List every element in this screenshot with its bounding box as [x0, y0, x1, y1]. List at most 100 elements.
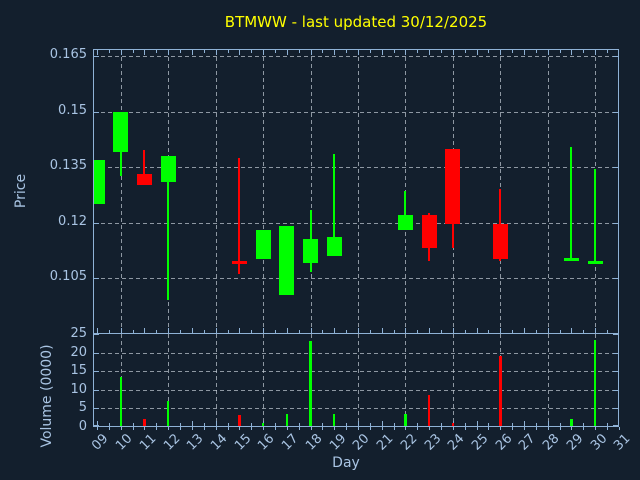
x-tick-mark: [440, 330, 442, 333]
x-tick-mark: [144, 427, 146, 430]
x-tick-mark: [286, 328, 288, 333]
x-tick-mark: [464, 330, 466, 333]
day-gridline: [215, 50, 217, 333]
volume-bar-day-29: [570, 419, 573, 426]
x-tick-mark: [393, 330, 395, 333]
volume-tick-mark: [94, 389, 99, 391]
volume-bar-day-17: [285, 413, 288, 426]
x-tick-mark: [322, 50, 324, 53]
volume-bar-day-24: [451, 422, 454, 426]
x-tick-mark: [405, 427, 407, 430]
x-tick-mark: [215, 50, 217, 55]
x-tick-mark: [547, 427, 549, 430]
x-tick-mark: [476, 50, 478, 55]
candle-body-day-17: [279, 226, 295, 295]
x-tick-mark: [369, 50, 371, 53]
price-tick-mark: [613, 167, 618, 168]
day-gridline: [168, 334, 170, 426]
x-tick-mark: [251, 423, 253, 426]
x-tick-label: 16: [255, 431, 278, 454]
x-tick-mark: [180, 330, 181, 333]
x-tick-mark: [607, 423, 608, 426]
x-tick-label: 11: [136, 431, 160, 454]
x-tick-mark: [381, 328, 383, 333]
candle-body-day-24: [445, 148, 461, 225]
x-tick-mark: [346, 50, 348, 53]
x-tick-mark: [97, 328, 98, 333]
x-tick-mark: [227, 50, 229, 53]
x-tick-label: 22: [397, 431, 421, 454]
x-tick-mark: [156, 330, 158, 333]
x-tick-mark: [251, 50, 253, 53]
x-tick-mark: [357, 50, 359, 55]
day-gridline: [452, 334, 454, 426]
x-tick-mark: [559, 50, 561, 53]
x-tick-mark: [559, 330, 561, 333]
x-tick-mark: [322, 427, 324, 430]
price-tick-mark: [613, 278, 618, 279]
x-tick-mark: [251, 427, 253, 430]
x-tick-label: 15: [231, 431, 255, 454]
x-tick-mark: [547, 328, 549, 333]
day-gridline: [215, 334, 217, 426]
x-tick-mark: [512, 50, 514, 53]
x-tick-mark: [144, 50, 146, 55]
x-tick-mark: [607, 330, 608, 333]
x-tick-mark: [322, 423, 324, 426]
x-tick-mark: [500, 427, 502, 430]
x-tick-mark: [393, 427, 395, 430]
x-tick-label: 19: [326, 431, 350, 454]
x-tick-mark: [298, 423, 300, 426]
x-tick-mark: [191, 50, 193, 55]
volume-tick-mark: [613, 334, 618, 335]
x-tick-mark: [227, 423, 229, 426]
candle-body-day-12: [160, 155, 176, 182]
x-tick-label: 29: [563, 431, 587, 454]
x-tick-mark: [191, 427, 193, 430]
x-tick-mark: [535, 427, 537, 430]
volume-gridline: [94, 371, 618, 372]
x-tick-mark: [108, 50, 110, 53]
candle-wick-day-12: [167, 155, 170, 301]
x-tick-label: 17: [279, 431, 302, 454]
day-gridline: [310, 50, 312, 333]
x-tick-mark: [132, 50, 134, 53]
x-tick-mark: [393, 50, 395, 53]
x-tick-mark: [512, 330, 514, 333]
x-tick-label: 20: [350, 431, 373, 454]
candle-body-day-29: [563, 257, 579, 262]
x-tick-mark: [97, 427, 98, 430]
x-tick-mark: [607, 427, 608, 430]
volume-tick-mark: [94, 334, 99, 335]
x-tick-mark: [239, 328, 241, 333]
x-tick-mark: [298, 427, 300, 430]
x-tick-mark: [191, 328, 193, 333]
x-tick-mark: [180, 423, 181, 426]
x-tick-mark: [500, 50, 502, 55]
x-tick-mark: [156, 427, 158, 430]
x-tick-mark: [191, 421, 193, 426]
price-tick-label: 0.135: [49, 158, 87, 173]
x-tick-mark: [440, 423, 442, 426]
volume-gridline: [94, 389, 618, 391]
x-tick-mark: [334, 427, 336, 430]
x-tick-mark: [274, 423, 276, 426]
x-tick-mark: [168, 427, 170, 430]
x-tick-mark: [310, 328, 312, 333]
x-tick-mark: [535, 50, 537, 53]
x-tick-mark: [334, 50, 336, 55]
x-tick-mark: [322, 330, 324, 333]
x-tick-mark: [464, 427, 466, 430]
x-tick-mark: [583, 423, 585, 426]
x-tick-mark: [346, 330, 348, 333]
volume-tick-mark: [94, 352, 99, 354]
x-tick-mark: [452, 50, 454, 55]
x-tick-mark: [156, 423, 158, 426]
price-tick-mark: [613, 222, 618, 224]
x-tick-mark: [583, 330, 585, 333]
x-tick-mark: [334, 328, 336, 333]
candle-wick-day-29: [570, 146, 573, 262]
x-tick-mark: [310, 50, 312, 55]
x-tick-mark: [393, 423, 395, 426]
volume-bar-day-11: [143, 419, 146, 426]
